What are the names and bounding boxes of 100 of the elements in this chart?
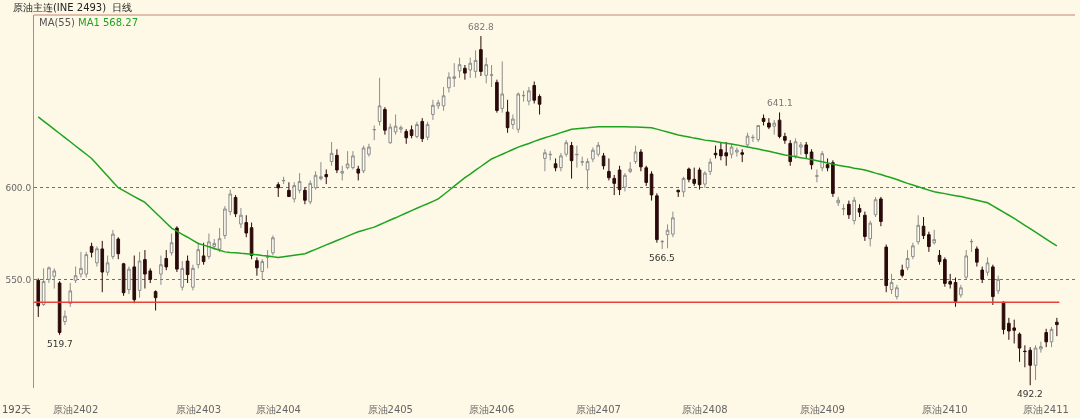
candlestick bbox=[244, 214, 249, 238]
candlestick bbox=[996, 275, 1001, 295]
candlestick bbox=[409, 124, 414, 139]
candlestick bbox=[404, 128, 409, 145]
annotation: 492.2 bbox=[1017, 389, 1043, 399]
candlestick bbox=[660, 239, 665, 250]
candlestick bbox=[372, 124, 377, 141]
candlestick bbox=[500, 60, 505, 114]
text: MA1 568.27 bbox=[78, 17, 138, 28]
candlestick bbox=[175, 225, 179, 273]
x-tick-label: 原油2408 bbox=[682, 404, 728, 415]
candlestick bbox=[36, 277, 41, 318]
candlestick bbox=[495, 79, 499, 114]
candlestick bbox=[463, 64, 467, 81]
candlestick bbox=[953, 277, 958, 308]
candlestick bbox=[329, 141, 334, 167]
candlestick bbox=[281, 176, 286, 185]
candlestick bbox=[847, 200, 851, 220]
x-tick-label: 原油2405 bbox=[367, 404, 413, 415]
candlestick bbox=[388, 123, 393, 145]
candlestick bbox=[255, 256, 259, 277]
candlestick bbox=[969, 238, 974, 253]
candlestick bbox=[441, 86, 446, 112]
candlestick bbox=[975, 245, 979, 268]
candlestick bbox=[217, 227, 222, 253]
candlestick bbox=[820, 150, 825, 172]
candlestick bbox=[159, 255, 163, 286]
y-tick-label: 550.0 bbox=[5, 274, 32, 285]
text: 192天 bbox=[2, 404, 32, 415]
annotation: 641.1 bbox=[767, 98, 793, 108]
candlestick bbox=[708, 157, 713, 176]
x-tick-label: 原油2407 bbox=[575, 404, 621, 415]
candlestick bbox=[489, 64, 494, 88]
x-tick-label: 原油2409 bbox=[799, 404, 845, 415]
candlestick bbox=[196, 242, 201, 269]
candlestick bbox=[900, 264, 905, 279]
candlestick bbox=[879, 196, 883, 227]
annotation: 566.5 bbox=[649, 253, 675, 263]
candlestick bbox=[292, 181, 297, 203]
candlestick bbox=[569, 141, 574, 180]
candlestick bbox=[740, 148, 745, 163]
annotation: MA(55) bbox=[39, 17, 76, 28]
candlestick bbox=[457, 57, 462, 79]
candlestick bbox=[377, 77, 382, 126]
candlestick bbox=[964, 249, 969, 280]
candlestick bbox=[841, 203, 846, 216]
candlestick bbox=[169, 233, 174, 257]
candlestick bbox=[697, 167, 702, 191]
candlestick bbox=[420, 117, 425, 143]
candlestick bbox=[1055, 317, 1059, 337]
candlestick bbox=[537, 93, 542, 115]
candlestick bbox=[703, 170, 707, 189]
candlestick bbox=[633, 145, 638, 165]
candlestick bbox=[564, 139, 569, 158]
x-tick-label: 原油2406 bbox=[468, 404, 515, 415]
candlestick bbox=[991, 264, 995, 306]
candlestick bbox=[340, 165, 345, 181]
candlestick bbox=[468, 57, 473, 79]
candlestick bbox=[505, 99, 510, 134]
candlestick bbox=[868, 220, 873, 247]
candlestick bbox=[863, 211, 867, 242]
candlestick bbox=[89, 242, 94, 258]
candlestick bbox=[180, 260, 185, 291]
candlestick bbox=[905, 249, 910, 271]
x-tick-label: 原油2411 bbox=[1023, 404, 1069, 415]
candlestick bbox=[628, 161, 633, 174]
candlestick bbox=[95, 245, 99, 268]
candlestick bbox=[617, 165, 622, 196]
candlestick bbox=[473, 49, 478, 79]
line-series bbox=[37, 116, 1058, 259]
candlestick bbox=[415, 121, 419, 139]
candlestick bbox=[916, 214, 921, 246]
candlestick bbox=[612, 174, 617, 196]
annotation: 519.7 bbox=[47, 339, 73, 349]
candlestick bbox=[836, 196, 841, 207]
candlestick bbox=[761, 113, 766, 126]
candlestick bbox=[1039, 341, 1043, 354]
candlestick bbox=[185, 255, 190, 284]
candlestick bbox=[308, 179, 313, 205]
candlestick bbox=[1044, 328, 1049, 348]
candlestick bbox=[132, 255, 137, 304]
candlestick bbox=[959, 284, 963, 299]
candlestick bbox=[585, 157, 590, 191]
candlestick bbox=[249, 222, 254, 260]
candlestick bbox=[553, 157, 558, 172]
candlestick bbox=[1017, 331, 1022, 363]
candlestick bbox=[985, 256, 990, 277]
x-tick-label: 原油2402 bbox=[52, 404, 99, 415]
candlestick bbox=[852, 196, 857, 225]
candlestick bbox=[105, 255, 110, 277]
candlestick bbox=[260, 258, 265, 280]
candlestick bbox=[532, 81, 537, 104]
x-tick-label: 原油2404 bbox=[255, 404, 301, 415]
candlestick bbox=[100, 240, 105, 293]
candlestick bbox=[559, 152, 563, 172]
candlestick bbox=[233, 194, 238, 218]
candlestick bbox=[201, 242, 206, 266]
candlestick bbox=[857, 203, 862, 218]
candlestick bbox=[265, 249, 270, 269]
candlestick bbox=[980, 266, 985, 284]
